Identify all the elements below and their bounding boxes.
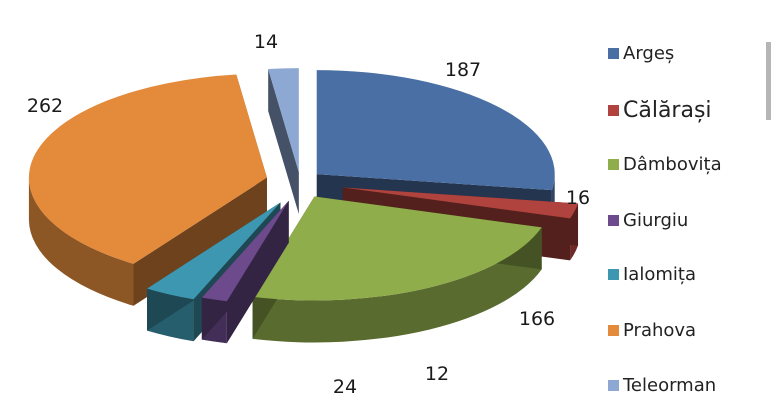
legend-label: Ialomița [623,263,696,285]
legend-swatch [608,379,619,391]
legend-label: Argeș [623,42,675,64]
scrollbar[interactable] [766,42,771,120]
legend-item-dambovita: Dâmbovița [608,151,722,177]
legend-label: Călărași [623,97,712,123]
legend-swatch [608,324,619,336]
pie-slice-top [28,74,267,264]
pie-slice-dambovita [252,196,542,343]
legend-label: Dâmbovița [623,153,722,175]
legend-label: Teleorman [623,374,717,396]
pie-slice-top [316,70,555,191]
legend-swatch [608,104,619,116]
pie-slice-top [252,196,542,301]
legend-label: Giurgiu [623,209,689,231]
legend: Argeș Călărași Dâmbovița Giurgiu Ialomița Pra… [608,40,772,409]
data-label-teleorman: 14 [254,31,278,53]
data-label-dambovita: 166 [519,308,555,330]
pie-slice-wall [252,227,542,343]
pie-slice-side [268,68,299,215]
pie-slice-giurgiu [201,200,289,344]
data-label-ialomita: 24 [333,376,357,398]
pie-slice-side [133,177,267,306]
legend-item-arges: Argeș [608,40,674,66]
data-label-arges: 187 [445,59,481,81]
legend-swatch [608,214,619,226]
legend-item-calarasi: Călărași [608,97,712,123]
legend-swatch [608,268,619,280]
legend-item-ialomita: Ialomița [608,261,696,287]
pie-slice-top [268,68,299,173]
legend-item-prahova: Prahova [608,317,696,343]
data-label-calarasi: 16 [566,187,590,209]
pie-slice-prahova [28,74,267,306]
legend-swatch [608,158,619,170]
legend-swatch [608,47,619,59]
pie-slice-wall [28,177,134,306]
pie-slice-teleorman [268,68,299,215]
legend-item-giurgiu: Giurgiu [608,207,688,233]
legend-item-teleorman: Teleorman [608,372,716,398]
data-label-prahova: 262 [27,95,63,117]
legend-label: Prahova [623,319,697,341]
pie-slice-top [201,200,289,302]
pie-slice-top [147,202,281,300]
pie-slice-top [342,187,579,219]
data-label-giurgiu: 12 [425,363,449,385]
